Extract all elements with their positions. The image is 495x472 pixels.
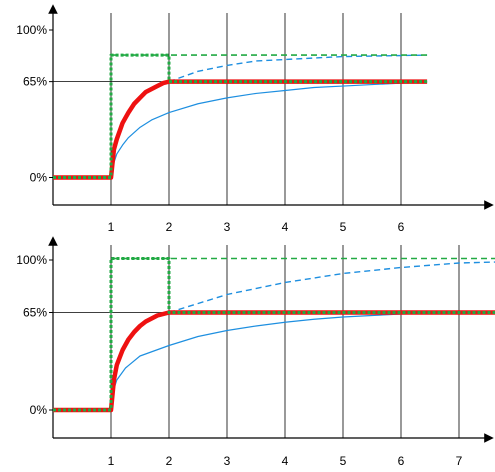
x-tick-label: 1 — [108, 220, 115, 234]
x-tick-label: 1 — [108, 454, 115, 468]
series-red-thick — [53, 79, 428, 180]
x-tick-label: 6 — [398, 220, 405, 234]
x-tick-label: 6 — [398, 454, 405, 468]
chart-panel-1: 0% 65% 100% 1 2 3 4 5 6 — [16, 4, 494, 234]
x-tick-label: 7 — [456, 454, 463, 468]
x-tick-label: 4 — [282, 454, 289, 468]
x-tick-label: 5 — [340, 220, 347, 234]
series-green-dotted — [53, 53, 428, 179]
series-green-dotted — [53, 257, 495, 412]
series-red-thick — [53, 310, 495, 413]
x-tick-label: 4 — [282, 220, 289, 234]
y-tick-label: 65% — [23, 306, 47, 320]
y-tick-label: 100% — [16, 23, 47, 37]
y-tick-label: 100% — [16, 253, 47, 267]
x-tick-label: 2 — [166, 220, 173, 234]
x-tick-label: 3 — [224, 220, 231, 234]
y-tick-label: 65% — [23, 75, 47, 89]
series-blue-dashed — [168, 261, 495, 314]
x-tick-label: 3 — [224, 454, 231, 468]
y-tick-label: 0% — [30, 171, 48, 185]
series-blue-dashed — [168, 54, 428, 83]
y-tick-label: 0% — [30, 403, 48, 417]
series-blue-solid — [53, 81, 428, 179]
x-tick-label: 5 — [340, 454, 347, 468]
x-tick-label: 2 — [166, 454, 173, 468]
chart-panel-2: 0%65%100%1234567891011 — [16, 236, 495, 468]
